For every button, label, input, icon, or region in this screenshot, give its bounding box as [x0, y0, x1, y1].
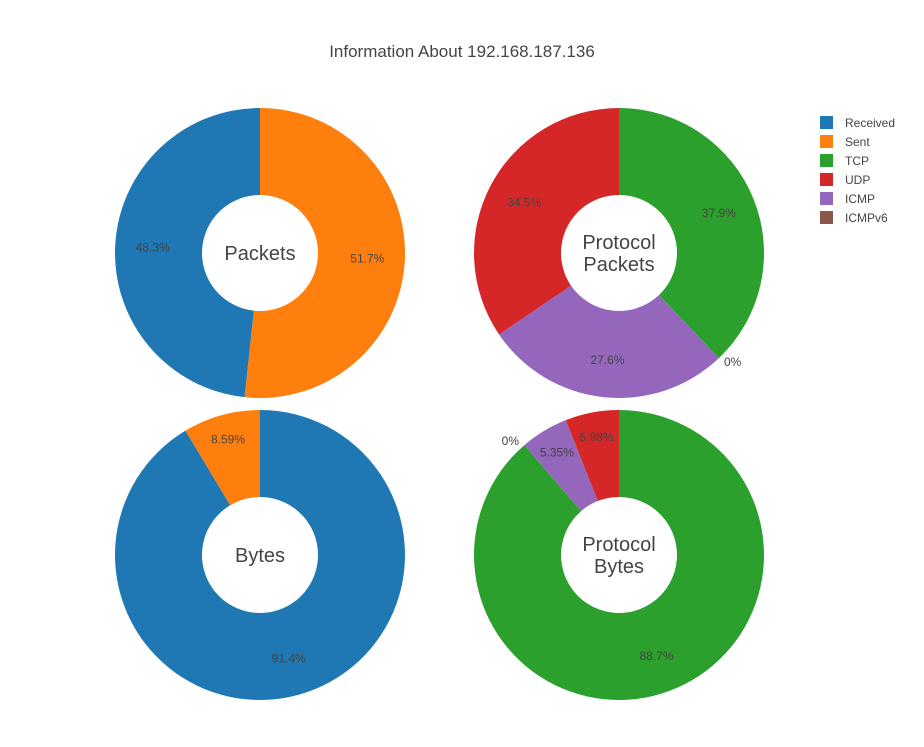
slice-protocol-bytes-udp[interactable]	[565, 410, 619, 502]
legend-swatch-sent	[820, 135, 833, 148]
slice-label-protocol-packets-icmp: 27.6%	[590, 353, 624, 367]
slice-protocol-packets-tcp[interactable]	[619, 108, 765, 359]
center-label-protocol-packets: Protocol	[582, 232, 655, 254]
slice-label-protocol-packets-tcp: 37.9%	[702, 206, 736, 220]
legend-label-received: Received	[845, 116, 895, 130]
legend[interactable]: Received Sent TCP UDP ICMP ICMPv6	[820, 116, 895, 225]
slice-bytes-received[interactable]	[114, 410, 406, 700]
legend-item-tcp[interactable]: TCP	[820, 154, 869, 168]
legend-label-udp: UDP	[845, 173, 870, 187]
slice-label-protocol-packets-icmpv6: 0%	[724, 355, 742, 369]
center-label-packets: Packets	[224, 243, 295, 265]
legend-swatch-udp	[820, 173, 833, 186]
slice-protocol-packets-udp[interactable]	[474, 107, 619, 335]
legend-item-icmpv6[interactable]: ICMPv6	[820, 211, 888, 225]
legend-label-icmpv6: ICMPv6	[845, 211, 888, 225]
legend-item-udp[interactable]: UDP	[820, 173, 870, 187]
slice-bytes-sent[interactable]	[185, 410, 260, 506]
slice-label-protocol-packets-udp: 34.5%	[507, 196, 541, 210]
slice-label-bytes-received: 91.4%	[272, 652, 306, 666]
slice-protocol-packets-icmp[interactable]	[499, 285, 719, 399]
slice-label-packets-received: 48.3%	[136, 240, 170, 254]
legend-swatch-tcp	[820, 154, 833, 167]
slice-label-protocol-bytes-icmp: 5.35%	[540, 445, 574, 459]
slice-label-protocol-bytes-udp: 5.98%	[580, 430, 614, 444]
slice-label-protocol-bytes-icmpv6: 0%	[502, 434, 520, 448]
legend-label-sent: Sent	[845, 135, 870, 149]
slice-protocol-bytes-tcp[interactable]	[473, 410, 764, 700]
legend-swatch-received	[820, 116, 833, 129]
slice-label-packets-sent: 51.7%	[350, 252, 384, 266]
pie-packets: 51.7% 48.3% Packets	[114, 108, 405, 398]
slice-label-protocol-bytes-tcp: 88.7%	[639, 649, 673, 663]
center-label-protocol-bytes: Bytes	[594, 556, 644, 578]
center-label-bytes: Bytes	[235, 545, 285, 567]
slice-protocol-bytes-icmp[interactable]	[524, 420, 598, 512]
legend-item-received[interactable]: Received	[820, 116, 895, 130]
legend-label-icmp: ICMP	[845, 192, 875, 206]
pie-bytes: 91.4% 8.59% Bytes	[114, 410, 406, 700]
legend-swatch-icmp	[820, 192, 833, 205]
slice-packets-received[interactable]	[114, 108, 260, 398]
pie-charts: 51.7% 48.3% Packets 37.9% 0% 27.6% 34.5% Protoc…	[114, 107, 765, 700]
legend-label-tcp: TCP	[845, 154, 869, 168]
chart-title: Information About 192.168.187.136	[329, 42, 595, 61]
legend-swatch-icmpv6	[820, 211, 833, 224]
center-label-protocol-packets: Packets	[583, 254, 654, 276]
slice-label-bytes-sent: 8.59%	[211, 432, 245, 446]
slice-packets-sent[interactable]	[244, 108, 405, 398]
center-label-protocol-bytes: Protocol	[582, 534, 655, 556]
legend-item-icmp[interactable]: ICMP	[820, 192, 875, 206]
legend-item-sent[interactable]: Sent	[820, 135, 870, 149]
